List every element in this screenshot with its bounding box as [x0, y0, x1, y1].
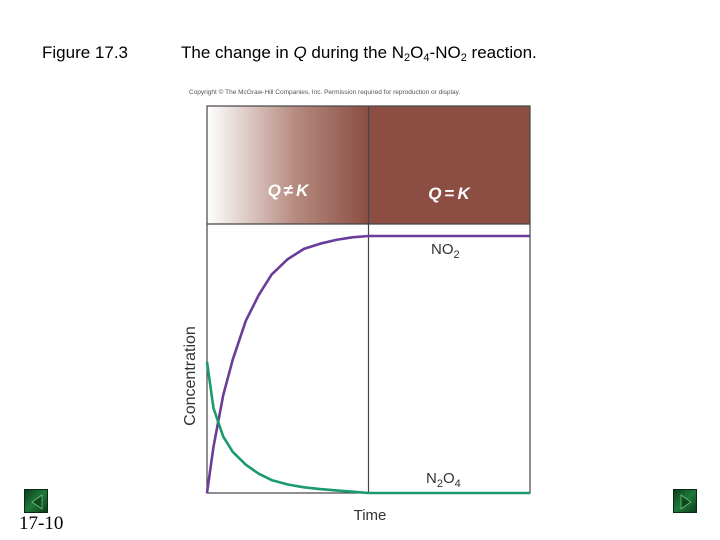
slide-title: The change in Q during the N2O4-NO2 reac…	[181, 43, 537, 64]
series-line-no2	[205, 234, 530, 494]
x-axis-label: Time	[354, 507, 387, 524]
next-slide-button[interactable]	[673, 489, 697, 513]
triangle-left-icon	[31, 494, 43, 510]
series-label-n2o4-sub2: 4	[455, 478, 461, 490]
region-q-not-k	[207, 106, 368, 224]
series-label-n2o4-main: N	[426, 470, 437, 487]
title-suffix: reaction.	[466, 43, 537, 62]
region-label-q-not-k: Q ≠ K	[268, 181, 311, 200]
series-label-no2-main: NO	[431, 241, 454, 258]
title-sub-2: 4	[423, 52, 430, 64]
region-q-equals-k	[368, 106, 530, 224]
copyright-notice: Copyright © The McGraw-Hill Companies, I…	[189, 89, 461, 96]
region-label-left-q: Q	[268, 181, 281, 200]
title-mid: during the N	[306, 43, 405, 62]
title-no: -NO	[429, 43, 461, 62]
series-label-no2: NO2	[431, 241, 460, 261]
series-layer	[205, 234, 530, 495]
series-line-n2o4	[205, 361, 530, 495]
series-label-n2o4-main2: O	[443, 470, 455, 487]
title-o: O	[410, 43, 424, 62]
region-label-right-k: K	[457, 184, 471, 203]
title-sub-1: 2	[404, 52, 411, 64]
series-label-no2-sub: 2	[454, 249, 460, 261]
region-label-left-k: K	[296, 181, 310, 200]
figure-label: Figure 17.3	[42, 43, 128, 62]
series-label-n2o4-sub: 2	[437, 478, 443, 490]
triangle-right-icon	[680, 494, 692, 510]
region-label-right-q: Q	[428, 184, 441, 203]
previous-slide-button[interactable]	[24, 489, 48, 513]
region-label-left-op: ≠	[284, 181, 294, 200]
region-label-right-op: =	[445, 184, 455, 203]
region-label-q-equals-k: Q = K	[428, 184, 471, 203]
title-prefix: The change in	[181, 43, 294, 62]
title-q: Q	[293, 43, 307, 62]
y-axis-label: Concentration	[182, 326, 199, 426]
slide-number: 17-10	[19, 513, 64, 534]
title-sub-3: 2	[460, 52, 467, 64]
series-label-n2o4: N2O4	[426, 470, 461, 490]
